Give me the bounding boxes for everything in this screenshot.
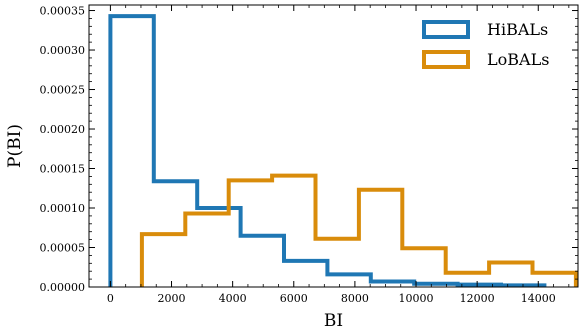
y-tick-label: 0.00020 bbox=[40, 123, 86, 136]
x-tick-label: 2000 bbox=[158, 292, 186, 305]
x-tick-label: 6000 bbox=[280, 292, 308, 305]
y-axis-title: P(BI) bbox=[5, 124, 25, 168]
x-tick-label: 14000 bbox=[521, 292, 556, 305]
x-tick-label: 4000 bbox=[219, 292, 247, 305]
x-tick-label: 0 bbox=[107, 292, 114, 305]
x-axis-title: BI bbox=[324, 311, 343, 331]
y-tick-label: 0.00015 bbox=[40, 163, 86, 176]
y-tick-label: 0.00000 bbox=[40, 281, 86, 294]
y-tick-label: 0.00005 bbox=[40, 242, 86, 255]
legend: HiBALs LoBALs bbox=[422, 20, 549, 69]
x-tick-label: 12000 bbox=[460, 292, 495, 305]
y-tick-label: 0.00030 bbox=[40, 44, 86, 57]
plot-frame bbox=[88, 4, 579, 288]
y-tick-label: 0.00010 bbox=[40, 202, 86, 215]
legend-swatch-lobals bbox=[422, 50, 470, 69]
axes-layer: 0 2000 4000 6000 8000 10000 12000 14000 0.00000 0… bbox=[40, 4, 579, 305]
x-tick-label: 8000 bbox=[341, 292, 369, 305]
legend-label-lobals: LoBALs bbox=[487, 50, 549, 69]
legend-label-hibals: HiBALs bbox=[487, 20, 548, 39]
histogram-lobals bbox=[139, 173, 578, 287]
x-tick-label: 10000 bbox=[399, 292, 434, 305]
histogram-hibals bbox=[108, 14, 547, 288]
series-layer bbox=[108, 14, 578, 288]
y-tick-label: 0.00035 bbox=[40, 5, 86, 18]
y-tick-label: 0.00025 bbox=[40, 84, 86, 97]
legend-swatch-hibals bbox=[422, 20, 470, 39]
